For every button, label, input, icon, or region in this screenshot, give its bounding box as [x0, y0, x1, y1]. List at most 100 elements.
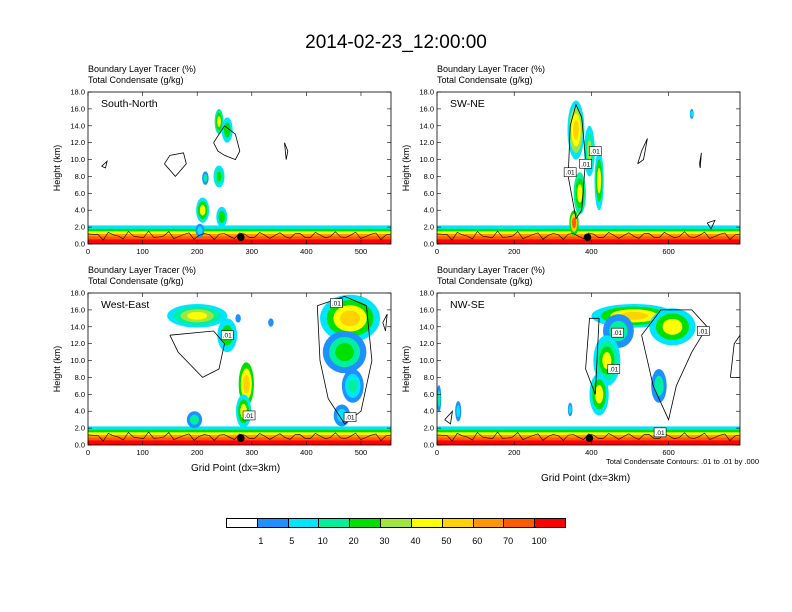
tracer-cell — [189, 414, 200, 425]
surface-contour — [88, 431, 391, 442]
plot-frame — [87, 91, 392, 245]
y-tick-label: 2.0 — [424, 223, 434, 232]
tracer-cell — [235, 314, 241, 323]
contour-label: .01 — [245, 413, 254, 420]
contour-label: .01 — [699, 329, 708, 336]
x-tick-label: 300 — [246, 247, 259, 256]
y-tick-label: 18.0 — [419, 289, 434, 298]
y-tick-label: 2.0 — [75, 223, 85, 232]
contour-label-box — [607, 364, 621, 374]
x-tick-label: 600 — [662, 247, 675, 256]
colorbar-labels: 1 5 10 20 30 40 50 60 70 100 — [226, 536, 566, 548]
y-tick-label: 16.0 — [419, 104, 434, 113]
x-tick-label: 500 — [355, 247, 368, 256]
x-tick-label: 200 — [191, 247, 204, 256]
contour-label-box — [579, 158, 592, 169]
colorbar-label: 30 — [379, 536, 390, 546]
x-tick-label: 100 — [136, 247, 149, 256]
header-line-1: Boundary Layer Tracer (%) — [437, 64, 546, 74]
y-tick-label: 8.0 — [75, 172, 85, 181]
contour-label: .01 — [656, 430, 665, 437]
tracer-cell — [456, 405, 461, 418]
header-line-2: Total Condensate (g/kg) — [437, 276, 533, 286]
header-line-1: Boundary Layer Tracer (%) — [437, 265, 546, 275]
panel-header-sw-ne: Boundary Layer Tracer (%) Total Condensa… — [437, 64, 545, 86]
colorbar-swatch — [411, 519, 443, 527]
header-line-1: Boundary Layer Tracer (%) — [88, 265, 197, 275]
condensate-contour — [284, 142, 289, 160]
y-tick-label: 4.0 — [424, 206, 434, 215]
x-tick-label: 400 — [300, 448, 313, 457]
tracer-cell — [348, 378, 358, 394]
x-tick-label: 100 — [136, 448, 149, 457]
condensate-contour — [637, 138, 648, 165]
contour-label: .01 — [332, 301, 341, 308]
y-tick-label: 18.0 — [70, 88, 85, 97]
colorbar-swatch — [288, 519, 320, 527]
colorbar-label: 20 — [348, 536, 359, 546]
condensate-contour — [444, 409, 453, 425]
y-tick-label: 12.0 — [419, 339, 434, 348]
y-tick-label: 10.0 — [70, 356, 85, 365]
x-tick-label: 0 — [435, 247, 439, 256]
contour-label: .01 — [223, 333, 232, 340]
tracer-cell — [216, 171, 222, 182]
y-tick-label: 4.0 — [424, 407, 434, 416]
colorbar-label: 50 — [441, 536, 452, 546]
x-tick-label: 300 — [246, 448, 259, 457]
tracer-cell — [654, 375, 664, 397]
tracer-cell — [218, 210, 226, 224]
condensate-contour — [316, 295, 373, 425]
y-tick-label: 10.0 — [419, 155, 434, 164]
y-tick-label: 12.0 — [70, 339, 85, 348]
y-tick-label: 12.0 — [70, 138, 85, 147]
condensate-contour — [164, 152, 187, 178]
y-tick-label: 6.0 — [424, 189, 434, 198]
y-tick-label: 14.0 — [419, 322, 434, 331]
condensate-contour — [641, 309, 708, 421]
tracer-cell — [577, 184, 583, 203]
location-marker — [583, 233, 592, 242]
contour-label-box — [653, 427, 667, 438]
x-tick-label: 400 — [585, 448, 598, 457]
tracer-cell — [568, 405, 572, 414]
contour-label: .01 — [581, 161, 590, 168]
contour-label: .01 — [609, 367, 618, 374]
y-tick-label: 14.0 — [419, 121, 434, 130]
location-marker — [585, 434, 594, 443]
condensate-contour — [567, 103, 587, 220]
y-tick-label: 0.0 — [424, 240, 434, 249]
header-line-2: Total Condensate (g/kg) — [88, 276, 184, 286]
x-tick-label: 0 — [86, 448, 90, 457]
y-tick-label: 6.0 — [75, 189, 85, 198]
condensate-contour — [706, 219, 716, 230]
boundary-layer-band — [437, 239, 740, 244]
y-tick-label: 8.0 — [424, 373, 434, 382]
y-tick-label: 16.0 — [419, 305, 434, 314]
panel-label: NW-SE — [450, 299, 485, 311]
colorbar-swatch — [350, 519, 382, 527]
plot-frame — [87, 292, 392, 446]
contour-label: .01 — [566, 170, 575, 177]
panel-label: South-North — [101, 98, 158, 110]
tracer-cell — [437, 390, 441, 407]
contour-label: .01 — [591, 149, 600, 156]
y-tick-label: 4.0 — [75, 206, 85, 215]
y-tick-label: 18.0 — [419, 88, 434, 97]
chart-panel-sw-ne: .01.01.01SW-NE0.02.04.06.08.010.012.014.… — [401, 88, 741, 256]
y-axis-label: Height (km) — [401, 145, 411, 192]
x-tick-label: 0 — [435, 448, 439, 457]
plot-area — [88, 92, 391, 244]
colorbar-swatch — [442, 519, 474, 527]
panel-label: SW-NE — [450, 98, 485, 110]
chart-panel-south-north: South-North 0.0 2.0 4.0 6.0 8.0 10.0 12.0 14.0 16… — [52, 88, 392, 256]
tracer-cell — [217, 116, 221, 127]
condensate-contour — [213, 125, 241, 161]
contour-label-box — [588, 146, 602, 156]
location-marker — [237, 434, 245, 443]
chart-panel-nw-se: .01 .01 .01 .01 NW-SE 0.0 2.0 4.0 6.0 8.0 10.0 12.0… — [401, 289, 741, 457]
y-tick-label: 6.0 — [424, 390, 434, 399]
colorbar-swatch — [535, 519, 565, 527]
location-marker — [237, 233, 245, 242]
